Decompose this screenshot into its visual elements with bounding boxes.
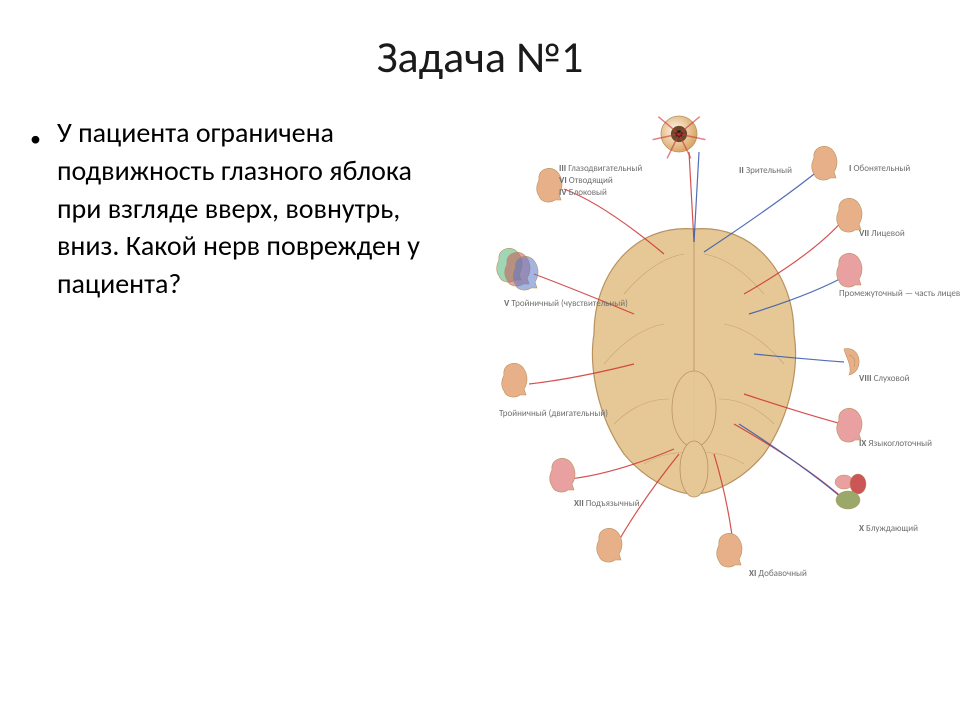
nerve-label: II Зрительный	[739, 166, 792, 176]
target-head-icon	[597, 528, 622, 562]
nerve-label: IX Языкоглоточный	[859, 439, 932, 449]
target-head-icon	[502, 363, 527, 397]
cranial-nerves-diagram: I Обонятельный II Зрительный III Глазодвиг…	[444, 104, 930, 604]
nerve-label: Тройничный (двигательный)	[499, 409, 608, 419]
nerve-label: X Блуждающий	[859, 524, 918, 534]
nerve-label: Промежуточный — часть лицевого нерва	[839, 289, 960, 299]
body-area: • У пациента ограничена подвижность глаз…	[0, 94, 960, 720]
title-area: Задача №1	[0, 0, 960, 94]
target-head-icon	[717, 533, 742, 567]
target-head-icon	[812, 146, 837, 180]
nerve-label: III Глазодвигательный	[559, 164, 642, 174]
bullet-item: • У пациента ограничена подвижность глаз…	[30, 114, 424, 303]
nerve-label: IV Блоковый	[559, 188, 607, 198]
nerve-label: VII Лицевой	[859, 229, 905, 239]
slide-title: Задача №1	[0, 30, 960, 84]
slide: Задача №1 • У пациента ограничена подвиж…	[0, 0, 960, 720]
nerve-label: V Тройничный (чувствительный)	[504, 299, 628, 309]
nerve-label: XII Подъязычный	[574, 499, 640, 509]
text-column: • У пациента ограничена подвижность глаз…	[30, 104, 444, 690]
ear-icon	[844, 349, 859, 375]
nerve-label: XI Добавочный	[749, 569, 807, 579]
target-head-icon	[550, 458, 575, 492]
target-head-icon	[837, 253, 862, 287]
bullet-text: У пациента ограничена подвижность глазно…	[57, 114, 424, 303]
nerve-label: VIII Слуховой	[859, 374, 909, 384]
bullet-dot-icon: •	[30, 124, 41, 154]
nerve-label: VI Отводящий	[559, 176, 613, 186]
nerve-label: I Обонятельный	[849, 164, 910, 174]
target-head-icon	[513, 256, 538, 290]
diagram-column: I Обонятельный II Зрительный III Глазодвиг…	[444, 104, 930, 690]
